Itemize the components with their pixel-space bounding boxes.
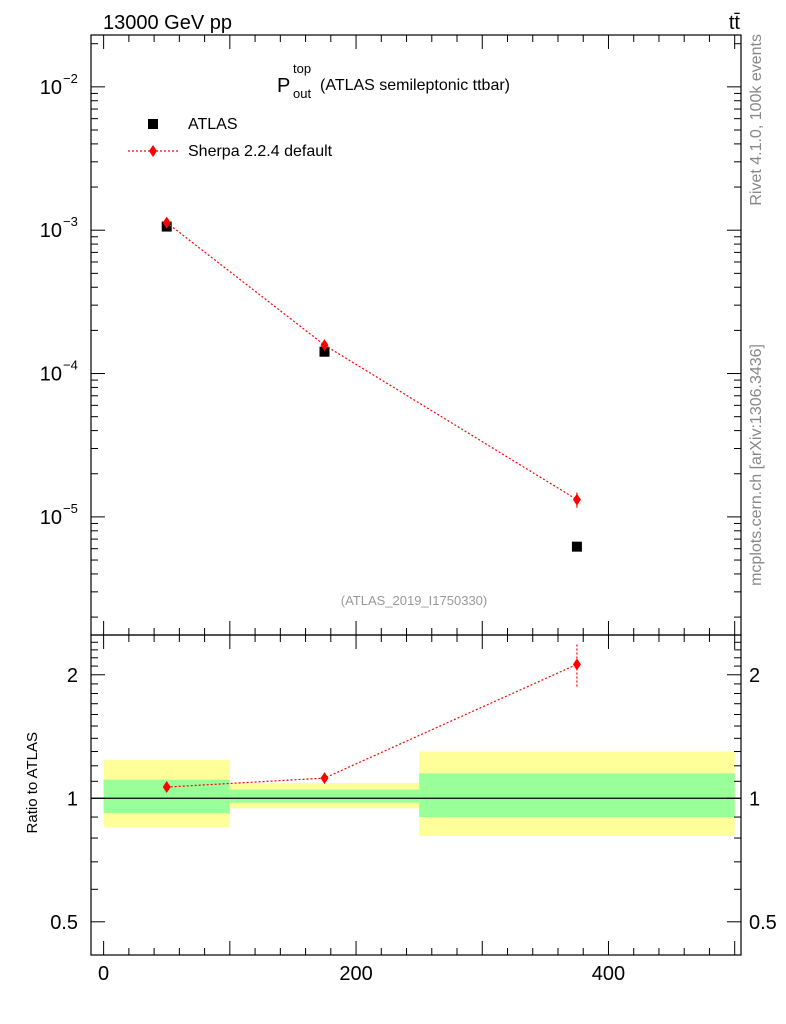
legend-sherpa-label: Sherpa 2.2.4 default xyxy=(188,143,333,160)
ratio-sherpa-point xyxy=(572,658,581,671)
ratio-ytick-label-left: 1 xyxy=(67,788,78,810)
ratio-sherpa-point xyxy=(162,781,171,794)
ratio-ytick-label-right: 0.5 xyxy=(749,912,777,934)
ratio-ytick-label-left: 0.5 xyxy=(50,912,78,934)
ratio-ylabel: Ratio to ATLAS xyxy=(24,732,41,833)
xtick-label: 400 xyxy=(592,963,625,985)
main-ytick-label-base: 10 xyxy=(40,220,62,242)
rivet-label: Rivet 4.1.0, 100k events xyxy=(748,34,765,206)
main-ytick-label-exp: −5 xyxy=(63,501,78,516)
main-ytick-label-exp: −4 xyxy=(63,358,78,373)
main-ytick-label-exp: −3 xyxy=(63,214,78,229)
ratio-bands xyxy=(103,751,735,836)
atlas-point xyxy=(319,346,330,357)
main-ytick-label-base: 10 xyxy=(40,364,62,386)
xtick-label: 200 xyxy=(339,963,372,985)
main-title: P top out (ATLAS semileptonic ttbar) xyxy=(277,61,510,101)
legend-sherpa-marker xyxy=(149,145,157,157)
main-ytick-label-base: 10 xyxy=(40,77,62,99)
title-main: P xyxy=(277,75,290,97)
title-sup: top xyxy=(293,61,311,76)
ratio-sherpa-point xyxy=(320,772,329,785)
ratio-ytick-label-right: 1 xyxy=(749,788,760,810)
legend-atlas-label: ATLAS xyxy=(188,116,238,133)
ratio-ytick-label-right: 2 xyxy=(749,665,760,687)
inner-band-1 xyxy=(229,789,420,803)
legend: ATLAS Sherpa 2.2.4 default xyxy=(128,116,333,160)
data-series xyxy=(161,216,582,794)
ratio-ytick-label-left: 2 xyxy=(67,665,78,687)
inner-band-2 xyxy=(419,773,735,818)
title-rest: (ATLAS semileptonic ttbar) xyxy=(320,77,510,94)
axis-ticks xyxy=(91,35,741,955)
legend-atlas-marker xyxy=(148,119,158,129)
energy-label: 13000 GeV pp xyxy=(103,12,232,34)
title-sub: out xyxy=(293,86,311,101)
atlas-point xyxy=(571,541,582,552)
process-label: tt̄ xyxy=(729,12,741,34)
main-ytick-label-base: 10 xyxy=(40,507,62,529)
ratio-sherpa-line xyxy=(166,663,578,788)
xtick-label: 0 xyxy=(98,963,109,985)
sherpa-point xyxy=(572,493,581,506)
sherpa-line xyxy=(166,222,578,501)
sherpa-point xyxy=(320,339,329,352)
analysis-watermark: (ATLAS_2019_I1750330) xyxy=(341,593,487,608)
main-ytick-label-exp: −2 xyxy=(63,71,78,86)
sherpa-point xyxy=(162,216,171,229)
mcplots-label: mcplots.cern.ch [arXiv:1306.3436] xyxy=(748,344,765,586)
ratio-panel-frame xyxy=(90,634,742,956)
